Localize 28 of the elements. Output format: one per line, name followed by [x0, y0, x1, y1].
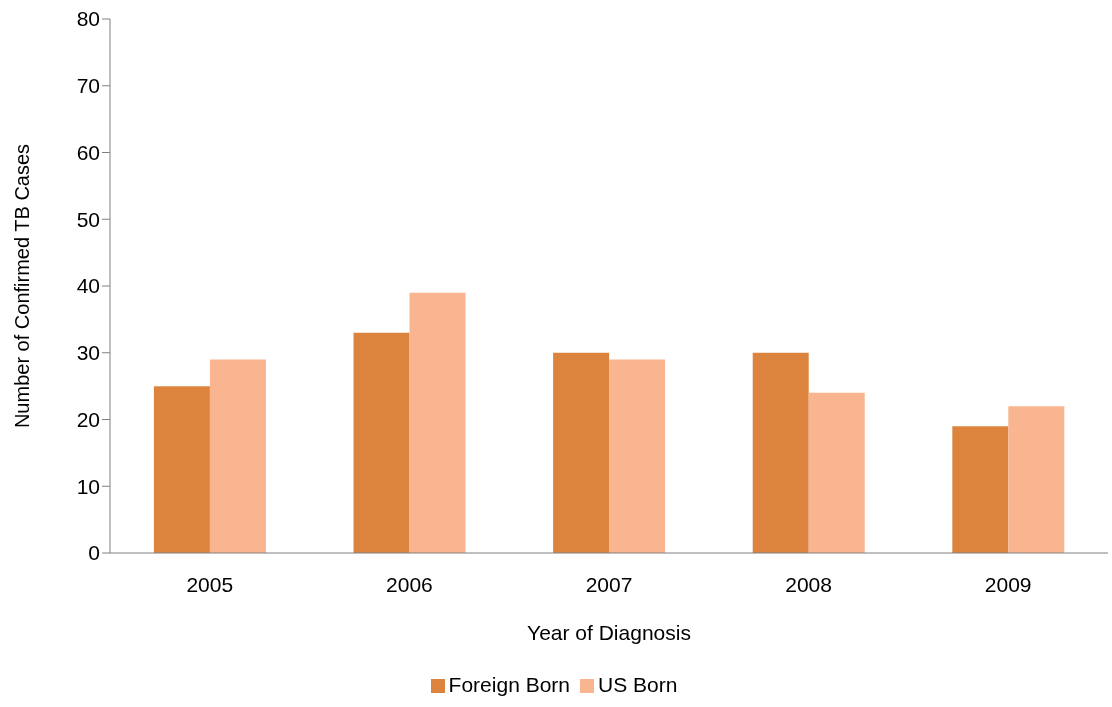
y-tick-label: 70 — [76, 74, 100, 98]
y-tick-label: 80 — [76, 7, 100, 31]
bar — [209, 359, 266, 553]
bar — [353, 332, 410, 553]
x-tick-label: 2007 — [585, 572, 633, 596]
bar — [609, 359, 666, 553]
bar — [952, 426, 1009, 553]
bar — [1008, 406, 1065, 553]
bar — [752, 352, 809, 553]
bar — [808, 392, 865, 553]
y-tick-label: 10 — [76, 474, 100, 498]
y-tick-label: 60 — [76, 140, 100, 164]
bar — [553, 352, 610, 553]
y-tick-label: 50 — [76, 207, 100, 231]
y-tick-label: 0 — [88, 541, 100, 565]
bar — [409, 292, 466, 553]
x-tick-label: 2005 — [186, 572, 234, 596]
x-tick-label: 2008 — [785, 572, 832, 596]
x-axis-title: Year of Diagnosis — [527, 620, 691, 644]
y-tick-label: 30 — [76, 341, 100, 365]
x-tick-label: 2009 — [984, 572, 1032, 596]
y-tick-label: 40 — [76, 274, 100, 298]
legend-label: Foreign Born — [448, 673, 571, 696]
y-axis-title: Number of Confirmed TB Cases — [11, 143, 34, 429]
y-tick-label: 20 — [76, 407, 100, 431]
bar — [153, 386, 210, 553]
x-tick-label: 2006 — [386, 572, 433, 596]
legend-label: US Born — [598, 673, 678, 696]
